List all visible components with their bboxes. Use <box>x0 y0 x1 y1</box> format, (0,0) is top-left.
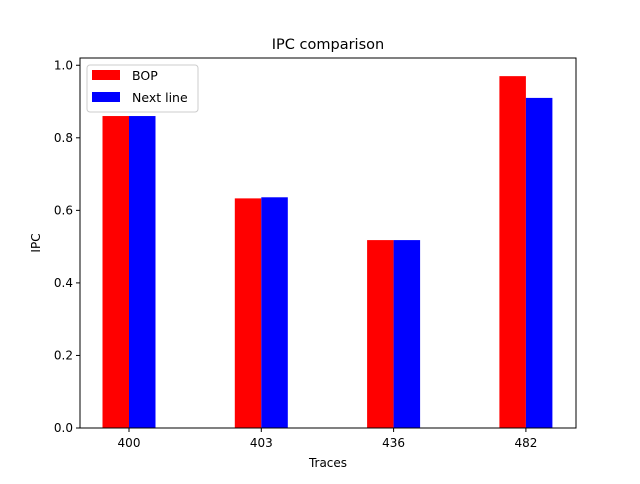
chart-title: IPC comparison <box>272 37 384 53</box>
legend-label-bop: BOP <box>132 68 158 83</box>
bar-next-line-400 <box>129 116 156 428</box>
x-tick-label: 400 <box>118 436 141 450</box>
y-axis-label: IPC <box>29 233 43 252</box>
x-tick-label: 482 <box>514 436 537 450</box>
x-axis-label: Traces <box>308 456 347 470</box>
bar-next-line-482 <box>525 97 553 429</box>
bars-group <box>102 76 553 429</box>
y-tick-label: 0.4 <box>54 276 73 290</box>
x-axis-ticks: 400 403 436 482 <box>118 428 537 450</box>
bar-bop-400 <box>102 116 129 428</box>
y-tick-label: 0.8 <box>54 131 73 145</box>
y-tick-label: 0.0 <box>54 421 73 435</box>
y-tick-label: 0.6 <box>54 203 73 217</box>
bar-next-line-403 <box>261 197 288 428</box>
y-tick-label: 0.2 <box>54 348 73 362</box>
legend-swatch-next-line <box>92 92 120 102</box>
y-axis-ticks: 0.0 0.2 0.4 0.6 0.8 1.0 <box>54 58 80 435</box>
y-tick-label: 1.0 <box>54 58 73 72</box>
bar-next-line-436 <box>393 240 421 428</box>
bar-bop-403 <box>234 198 262 428</box>
legend: BOP Next line <box>86 64 199 113</box>
plot-frame <box>79 57 577 429</box>
bar-bop-482 <box>499 76 526 428</box>
bar-bop-436 <box>367 240 394 428</box>
x-tick-label: 436 <box>382 436 405 450</box>
x-tick-label: 403 <box>250 436 273 450</box>
legend-swatch-bop <box>92 70 120 80</box>
legend-label-next-line: Next line <box>132 90 188 105</box>
